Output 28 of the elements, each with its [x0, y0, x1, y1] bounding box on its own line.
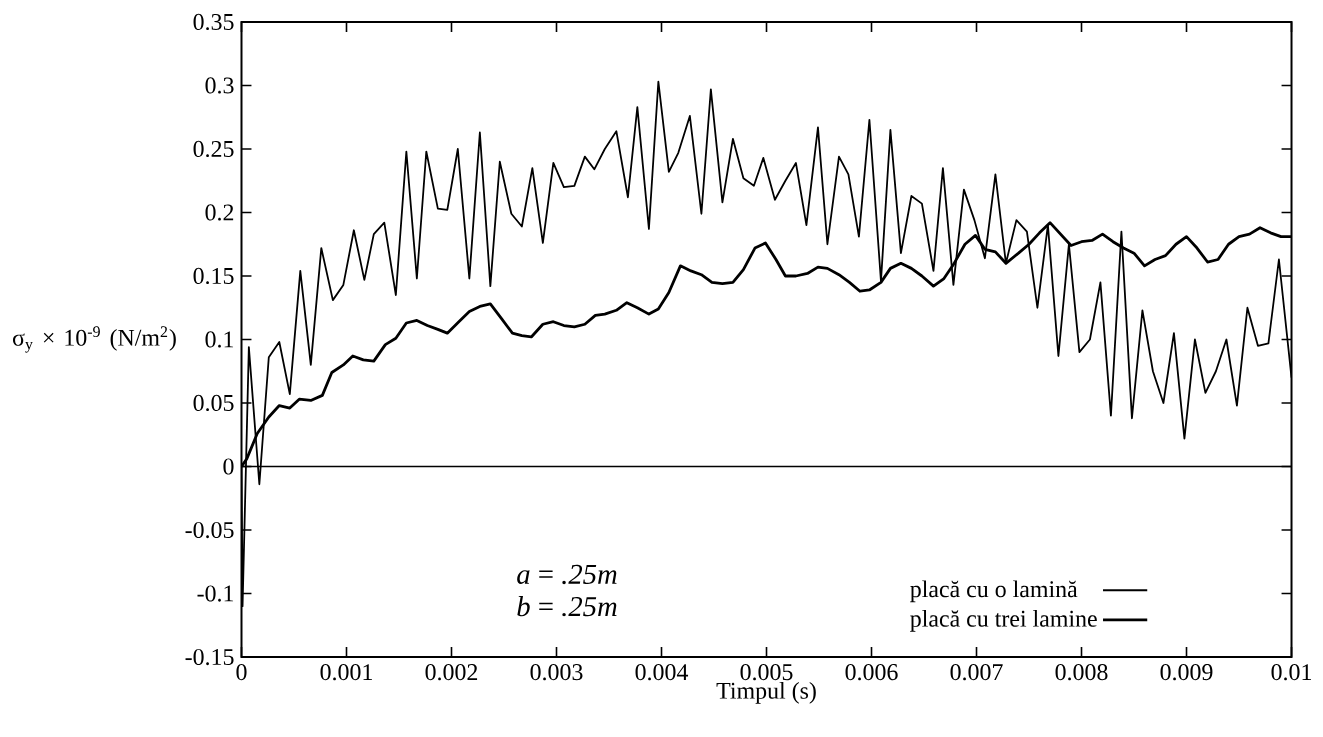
y-axis-title: σ$_{y}$ × 10$^{-9}$ (N/m$^{2}$) [12, 326, 176, 353]
y-tick-label: 0.05 [193, 394, 234, 412]
x-tick-label: 0.001 [320, 664, 372, 681]
x-tick-label: 0.006 [845, 664, 898, 681]
y-tick-label: 0.2 [205, 204, 234, 221]
y-tick-label: 0 [223, 458, 234, 475]
x-tick-label: 0.002 [425, 664, 478, 681]
y-tick-label: 0.3 [205, 77, 234, 94]
annotation: b = .25m [517, 596, 617, 617]
x-tick-label: 0.005 [740, 664, 793, 681]
y-tick-label: -0.05 [185, 521, 234, 539]
legend-label: placă cu o lamină [910, 580, 1078, 603]
annotation: a = .25m [517, 564, 617, 585]
x-tick-label: 0.007 [950, 664, 1003, 681]
y-tick-label: -0.15 [185, 648, 234, 666]
x-axis-title: Timpul (s) [716, 682, 816, 704]
y-tick-label: 0.25 [193, 140, 234, 158]
y-tick-label: 0.15 [193, 267, 234, 285]
x-tick-label: 0.009 [1160, 664, 1213, 681]
x-tick-label: 0.01 [1271, 664, 1312, 681]
x-tick-label: 0.003 [530, 664, 583, 681]
y-tick-label: 0.35 [193, 13, 234, 31]
x-tick-label: 0 [236, 664, 247, 681]
x-tick-label: 0.008 [1055, 664, 1108, 681]
x-tick-label: 0.004 [635, 664, 689, 681]
y-tick-label: -0.1 [197, 585, 234, 602]
legend-label: placă cu trei lamine [910, 610, 1097, 632]
y-tick-label: 0.1 [205, 331, 234, 348]
